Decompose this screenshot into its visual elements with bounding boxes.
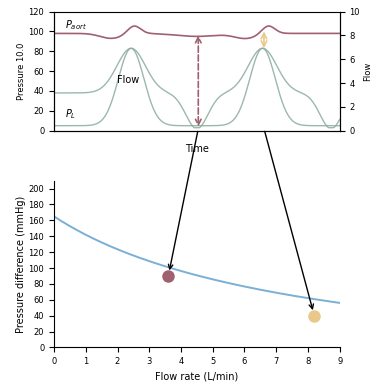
Y-axis label: Pressure 10.0: Pressure 10.0 [17, 42, 26, 100]
Text: Time: Time [185, 144, 209, 154]
Y-axis label: Flow: Flow [363, 61, 372, 81]
Text: $P_{aort}$: $P_{aort}$ [66, 19, 87, 32]
Y-axis label: Pressure difference (mmHg): Pressure difference (mmHg) [16, 195, 25, 333]
X-axis label: Flow rate (L/min): Flow rate (L/min) [155, 372, 239, 382]
Text: $P_L$: $P_L$ [66, 107, 77, 120]
Text: Flow: Flow [117, 75, 139, 85]
